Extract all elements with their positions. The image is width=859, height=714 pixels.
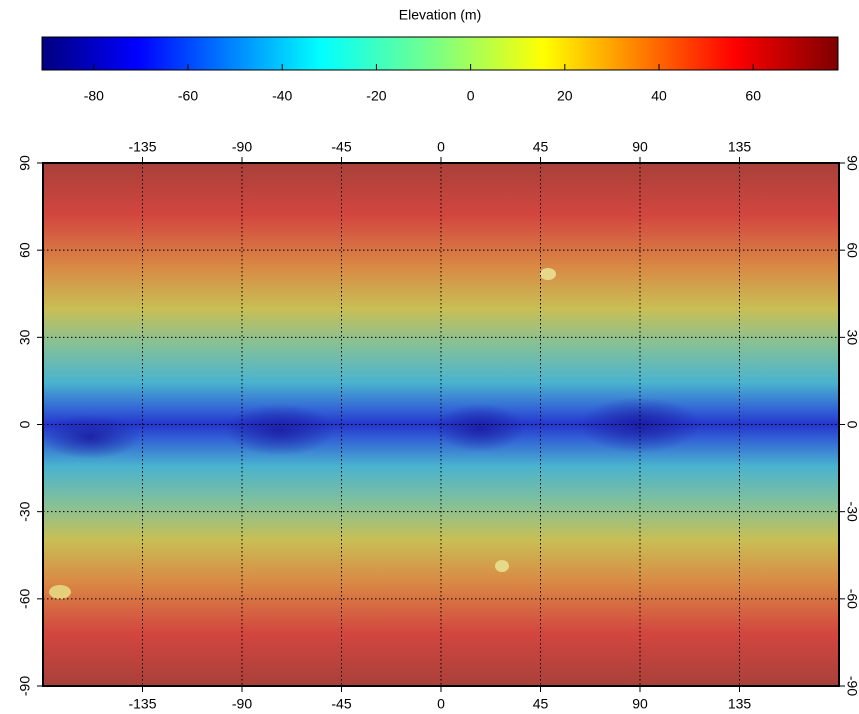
x-tick-label-bottom: 135: [728, 696, 752, 712]
colorbar: [42, 37, 838, 70]
x-tick-label-bottom: -45: [331, 696, 351, 712]
colorbar-tick-label: 40: [651, 88, 667, 104]
y-tick-label-right: 90: [844, 155, 859, 171]
x-tick-label-top: 135: [728, 139, 752, 155]
x-tick-label-bottom: 0: [437, 696, 445, 712]
x-tick-label-top: -45: [331, 139, 351, 155]
x-tick-label-bottom: 45: [533, 696, 549, 712]
crater: [495, 560, 509, 572]
y-tick-label-left: 60: [17, 242, 33, 258]
x-tick-label-top: -135: [128, 139, 156, 155]
y-tick-label-left: 0: [17, 420, 33, 428]
colorbar-tick-label: 0: [467, 88, 475, 104]
y-tick-label-left: -30: [17, 501, 33, 521]
colorbar-tick-label: -40: [272, 88, 292, 104]
colorbar-title: Elevation (m): [399, 7, 481, 23]
y-tick-label-right: 0: [844, 421, 859, 429]
y-tick-label-right: -30: [844, 502, 859, 522]
crater: [49, 585, 71, 599]
y-tick-label-left: -90: [17, 676, 33, 696]
colorbar-tick-label: 60: [745, 88, 761, 104]
elevation-map-figure: Elevation (m) -80 -60 -40 -20 0 20 40 60 -135 -13…: [0, 0, 859, 714]
crater: [540, 268, 556, 280]
y-tick-label-right: 60: [844, 242, 859, 258]
y-tick-label-left: 90: [17, 155, 33, 171]
depression: [435, 404, 525, 452]
colorbar-tick-label: 20: [557, 88, 573, 104]
y-tick-label-right: -90: [844, 676, 859, 696]
depression: [40, 415, 140, 459]
colorbar-tick-label: -60: [178, 88, 198, 104]
x-tick-label-bottom: -135: [128, 696, 156, 712]
x-tick-label-bottom: 90: [632, 696, 648, 712]
x-tick-label-top: -90: [232, 139, 252, 155]
y-tick-label-left: -60: [17, 589, 33, 609]
colorbar-tick-label: -80: [84, 88, 104, 104]
x-tick-label-top: 0: [437, 139, 445, 155]
y-tick-label-right: 30: [844, 330, 859, 346]
y-tick-label-left: 30: [17, 329, 33, 345]
y-tick-label-right: -60: [844, 589, 859, 609]
colorbar-tick-label: -20: [366, 88, 386, 104]
x-tick-label-top: 90: [632, 139, 648, 155]
x-tick-label-top: 45: [533, 139, 549, 155]
x-tick-label-bottom: -90: [232, 696, 252, 712]
